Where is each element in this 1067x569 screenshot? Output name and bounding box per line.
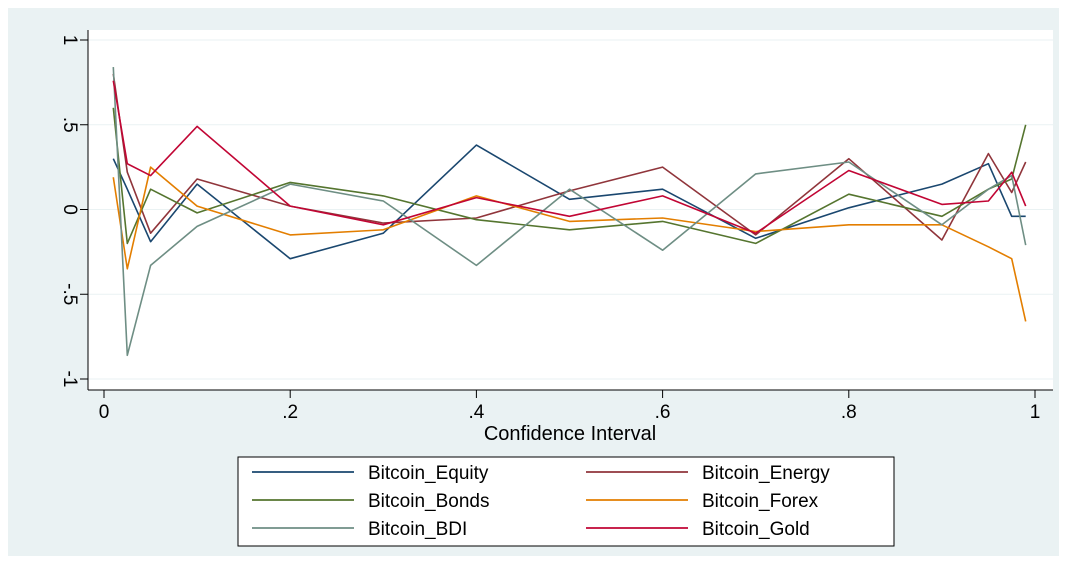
x-tick-label-1: .2 [282, 402, 298, 423]
series-line-bitcoin-bdi [112, 67, 1027, 357]
legend-label-bitcoin-equity: Bitcoin_Equity [368, 463, 489, 484]
series-line-bitcoin-gold [112, 80, 1027, 234]
legend-label-bitcoin-bonds: Bitcoin_Bonds [368, 491, 489, 512]
legend-label-bitcoin-forex: Bitcoin_Forex [702, 491, 819, 512]
y-tick-label-3: .5 [59, 117, 80, 133]
grid-layer [88, 39, 1053, 380]
legend: Bitcoin_Equity Bitcoin_Energy Bitcoin_Bond… [252, 463, 830, 540]
y-tick-label-2: 0 [59, 204, 80, 215]
y-tick-label-1: -.5 [59, 283, 80, 305]
series-line-bitcoin-energy [112, 73, 1027, 241]
axis-layer: -1 -.5 0 .5 1 0 .2 .4 .6 .8 1 [59, 30, 1053, 423]
x-tick-label-5: 1 [1030, 402, 1041, 423]
x-tick-label-0: 0 [99, 402, 110, 423]
x-tick-label-3: .6 [655, 402, 671, 423]
x-axis-title: Confidence Interval [484, 423, 656, 445]
series-line-bitcoin-equity [112, 144, 1026, 260]
x-tick-label-4: .8 [841, 402, 857, 423]
legend-label-bitcoin-bdi: Bitcoin_BDI [368, 519, 467, 540]
y-tick-label-4: 1 [59, 35, 80, 46]
legend-label-bitcoin-gold: Bitcoin_Gold [702, 519, 810, 540]
series-layer [112, 67, 1027, 357]
series-line-bitcoin-bonds [112, 107, 1027, 245]
x-tick-label-2: .4 [468, 402, 484, 423]
series-line-bitcoin-forex [112, 166, 1027, 322]
y-tick-label-0: -1 [59, 371, 80, 388]
legend-label-bitcoin-energy: Bitcoin_Energy [702, 463, 830, 484]
